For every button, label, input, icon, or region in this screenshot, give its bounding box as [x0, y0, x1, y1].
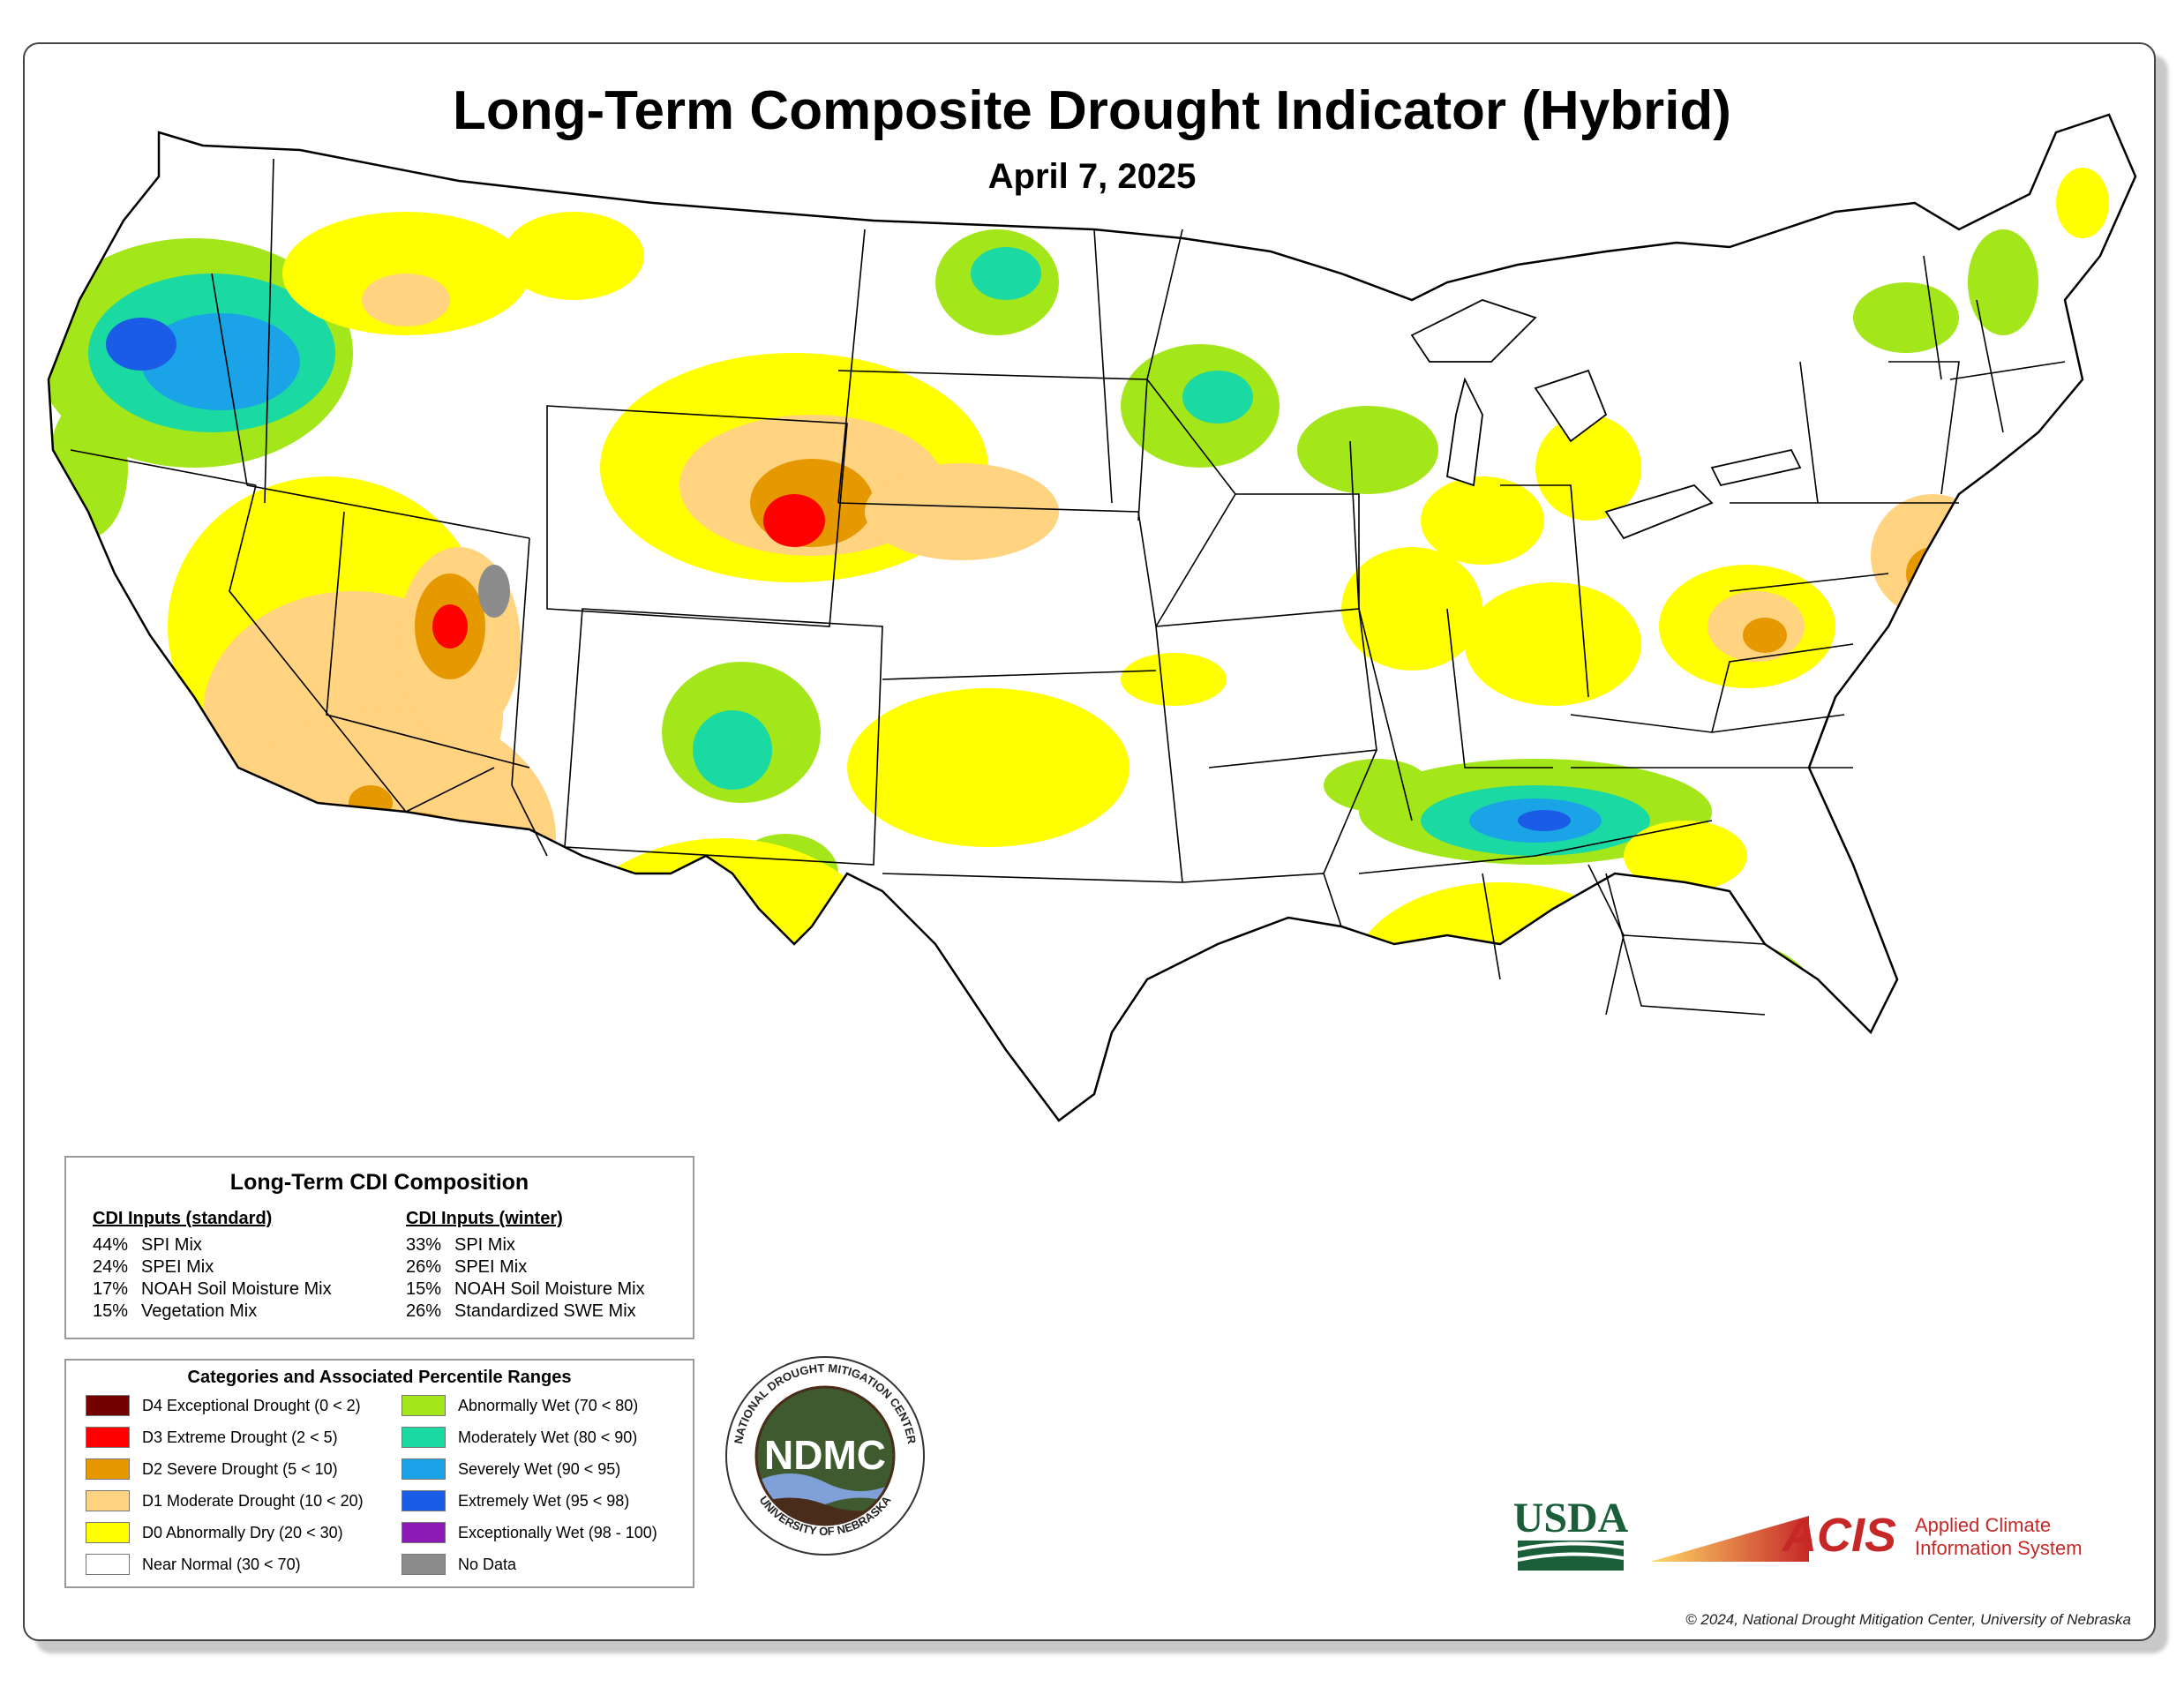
legend-swatch	[402, 1395, 446, 1416]
legend-title: Categories and Associated Percentile Ran…	[187, 1368, 572, 1387]
standard-row: 24% SPEI Mix	[93, 1257, 214, 1277]
acis-line2: Information System	[1915, 1537, 2083, 1559]
standard-heading: CDI Inputs (standard)	[93, 1209, 273, 1228]
ndmc-text: NDMC	[764, 1432, 886, 1478]
usda-text: USDA	[1513, 1495, 1628, 1541]
winter-inputs: CDI Inputs (winter) 33% SPI Mix 26% SPEI M…	[406, 1209, 706, 1323]
standard-row: 44% SPI Mix	[93, 1235, 202, 1255]
legend-swatch	[86, 1458, 130, 1480]
legend-swatch	[402, 1427, 446, 1448]
map-title: Long-Term Composite Drought Indicator (H…	[453, 80, 1731, 141]
legend-label: Severely Wet (90 < 95)	[458, 1459, 621, 1478]
legend-label: D3 Extreme Drought (2 < 5)	[142, 1428, 338, 1446]
map-date: April 7, 2025	[987, 157, 1197, 196]
standard-row: 17% NOAH Soil Moisture Mix	[93, 1279, 332, 1299]
legend-panel: Categories and Associated Percentile Ran…	[64, 1359, 694, 1588]
composition-title: Long-Term CDI Composition	[229, 1170, 529, 1195]
legend-swatch	[86, 1522, 130, 1543]
legend-label: D0 Abnormally Dry (20 < 30)	[142, 1523, 343, 1541]
legend-swatch	[86, 1554, 130, 1575]
legend-label: Extremely Wet (95 < 98)	[458, 1491, 630, 1510]
legend-label: Moderately Wet (80 < 90)	[458, 1428, 638, 1446]
standard-inputs: CDI Inputs (standard) 44% SPI Mix 24% SPEI…	[93, 1209, 393, 1323]
legend-item: Abnormally Wet (70 < 80)	[402, 1394, 638, 1417]
acis-line1: Applied Climate	[1915, 1514, 2051, 1536]
legend-swatch	[86, 1427, 130, 1448]
conus-drought-map	[47, 113, 2137, 1122]
legend-item: D3 Extreme Drought (2 < 5)	[86, 1426, 338, 1449]
composition-panel: Long-Term CDI Composition CDI Inputs (st…	[64, 1156, 694, 1339]
copyright-text: © 2024, National Drought Mitigation Cent…	[1685, 1611, 2131, 1628]
legend-item: D1 Moderate Drought (10 < 20)	[86, 1489, 364, 1512]
winter-row: 26% SPEI Mix	[406, 1257, 528, 1277]
legend-item: D4 Exceptional Drought (0 < 2)	[86, 1394, 361, 1417]
legend-item: Severely Wet (90 < 95)	[402, 1458, 620, 1481]
legend-swatch	[86, 1490, 130, 1511]
legend-swatch	[402, 1554, 446, 1575]
legend-swatch	[402, 1522, 446, 1543]
legend-item: D0 Abnormally Dry (20 < 30)	[86, 1521, 343, 1544]
winter-row: 26% Standardized SWE Mix	[406, 1301, 636, 1321]
legend-label: Exceptionally Wet (98 - 100)	[458, 1523, 657, 1541]
winter-heading: CDI Inputs (winter)	[406, 1209, 563, 1228]
legend-item: D2 Severe Drought (5 < 10)	[86, 1458, 338, 1481]
legend-label: D1 Moderate Drought (10 < 20)	[142, 1491, 364, 1510]
acis-logo: ACIS Applied Climate Information System	[1650, 1509, 2083, 1562]
legend-label: Near Normal (30 < 70)	[142, 1555, 301, 1573]
acis-text: ACIS	[1781, 1509, 1896, 1562]
winter-row: 33% SPI Mix	[406, 1235, 515, 1255]
legend-swatch	[402, 1490, 446, 1511]
legend-item: No Data	[402, 1553, 516, 1576]
legend-swatch	[402, 1458, 446, 1480]
usda-logo: USDA	[1513, 1495, 1628, 1571]
legend-item: Moderately Wet (80 < 90)	[402, 1426, 637, 1449]
legend-label: Abnormally Wet (70 < 80)	[458, 1396, 639, 1414]
legend-label: No Data	[458, 1555, 517, 1573]
ndmc-logo: NDMC NATIONAL DROUGHT MITIGATION CENTER …	[725, 1356, 925, 1556]
legend-item: Exceptionally Wet (98 - 100)	[402, 1521, 657, 1544]
legend-swatch	[86, 1395, 130, 1416]
legend-item: Near Normal (30 < 70)	[86, 1553, 301, 1576]
legend-label: D4 Exceptional Drought (0 < 2)	[142, 1396, 361, 1414]
legend-label: D2 Severe Drought (5 < 10)	[142, 1459, 338, 1478]
winter-row: 15% NOAH Soil Moisture Mix	[406, 1279, 645, 1299]
standard-row: 15% Vegetation Mix	[93, 1301, 258, 1321]
legend-item: Extremely Wet (95 < 98)	[402, 1489, 629, 1512]
